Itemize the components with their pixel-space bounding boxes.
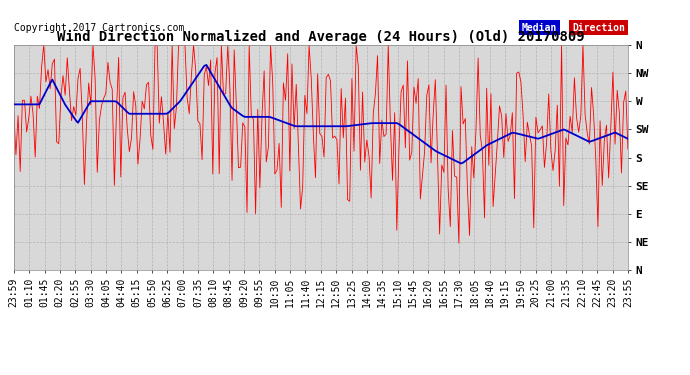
Text: Copyright 2017 Cartronics.com: Copyright 2017 Cartronics.com (14, 22, 184, 33)
Text: Direction: Direction (572, 22, 625, 33)
Title: Wind Direction Normalized and Average (24 Hours) (Old) 20170809: Wind Direction Normalized and Average (2… (57, 30, 584, 44)
Text: Median: Median (522, 22, 558, 33)
